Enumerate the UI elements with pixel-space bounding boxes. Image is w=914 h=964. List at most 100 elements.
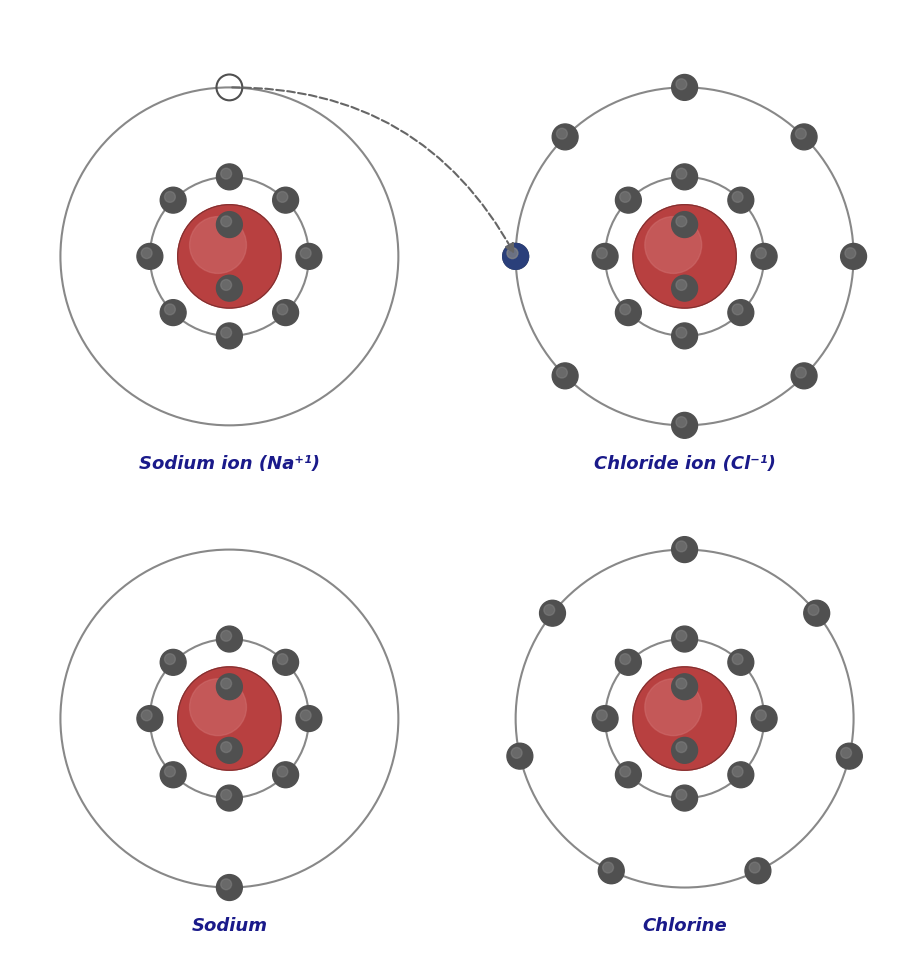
Circle shape [221, 327, 231, 338]
Circle shape [751, 244, 777, 269]
FancyArrowPatch shape [232, 88, 513, 252]
Circle shape [507, 248, 518, 258]
Circle shape [217, 212, 242, 237]
Circle shape [539, 601, 566, 627]
Circle shape [672, 413, 697, 439]
Circle shape [165, 766, 175, 777]
Circle shape [277, 304, 288, 315]
Circle shape [615, 762, 642, 788]
Circle shape [221, 790, 231, 800]
Circle shape [803, 601, 830, 627]
Circle shape [277, 766, 288, 777]
Circle shape [676, 280, 686, 290]
Circle shape [189, 679, 247, 736]
Circle shape [632, 204, 737, 308]
Circle shape [217, 674, 242, 700]
Circle shape [277, 192, 288, 202]
Circle shape [792, 124, 817, 149]
Circle shape [272, 762, 299, 788]
Circle shape [676, 541, 686, 551]
Circle shape [599, 858, 624, 884]
Circle shape [749, 862, 760, 873]
Circle shape [672, 74, 697, 100]
Circle shape [676, 416, 686, 428]
Circle shape [137, 244, 163, 269]
Circle shape [795, 128, 806, 139]
Circle shape [221, 280, 231, 290]
Circle shape [732, 766, 743, 777]
Circle shape [300, 248, 311, 258]
Circle shape [160, 187, 186, 213]
Circle shape [676, 168, 686, 179]
Circle shape [165, 654, 175, 664]
Circle shape [557, 128, 568, 139]
Circle shape [672, 737, 697, 763]
Circle shape [676, 678, 686, 689]
Circle shape [745, 858, 771, 884]
Circle shape [672, 537, 697, 563]
Circle shape [676, 741, 686, 753]
Circle shape [756, 710, 766, 721]
Circle shape [272, 187, 299, 213]
Circle shape [676, 790, 686, 800]
Circle shape [592, 706, 618, 732]
Circle shape [841, 244, 866, 269]
Circle shape [845, 248, 856, 258]
Circle shape [615, 187, 642, 213]
Circle shape [602, 862, 613, 873]
Circle shape [644, 679, 702, 736]
Circle shape [142, 248, 152, 258]
Circle shape [217, 276, 242, 301]
Circle shape [620, 304, 631, 315]
Circle shape [751, 706, 777, 732]
Circle shape [272, 300, 299, 326]
Circle shape [732, 304, 743, 315]
Circle shape [615, 300, 642, 326]
Circle shape [507, 248, 518, 258]
Circle shape [221, 678, 231, 689]
Circle shape [672, 627, 697, 652]
Circle shape [507, 743, 533, 769]
Circle shape [217, 323, 242, 349]
Circle shape [552, 124, 578, 149]
Circle shape [676, 327, 686, 338]
Circle shape [189, 217, 247, 274]
Text: Chlorine: Chlorine [643, 918, 727, 935]
Circle shape [165, 304, 175, 315]
Circle shape [217, 737, 242, 763]
Circle shape [620, 766, 631, 777]
Circle shape [597, 248, 607, 258]
Circle shape [836, 743, 862, 769]
Circle shape [221, 630, 231, 641]
Circle shape [217, 785, 242, 811]
Circle shape [217, 874, 242, 900]
Circle shape [511, 747, 522, 759]
Circle shape [217, 164, 242, 190]
Circle shape [552, 362, 578, 388]
Circle shape [620, 654, 631, 664]
Circle shape [792, 362, 817, 388]
Circle shape [217, 627, 242, 652]
Circle shape [221, 216, 231, 227]
Circle shape [676, 79, 686, 90]
Circle shape [503, 244, 528, 269]
Circle shape [672, 164, 697, 190]
Circle shape [142, 710, 152, 721]
Circle shape [672, 212, 697, 237]
Circle shape [728, 650, 754, 675]
Circle shape [676, 630, 686, 641]
Circle shape [221, 168, 231, 179]
Circle shape [644, 217, 702, 274]
Circle shape [272, 650, 299, 675]
Circle shape [296, 706, 322, 732]
Circle shape [841, 747, 852, 759]
Circle shape [177, 204, 282, 308]
Circle shape [672, 785, 697, 811]
Circle shape [672, 674, 697, 700]
Circle shape [503, 244, 528, 269]
Text: Sodium: Sodium [191, 918, 268, 935]
Circle shape [732, 654, 743, 664]
Circle shape [672, 276, 697, 301]
Circle shape [137, 706, 163, 732]
Circle shape [165, 192, 175, 202]
